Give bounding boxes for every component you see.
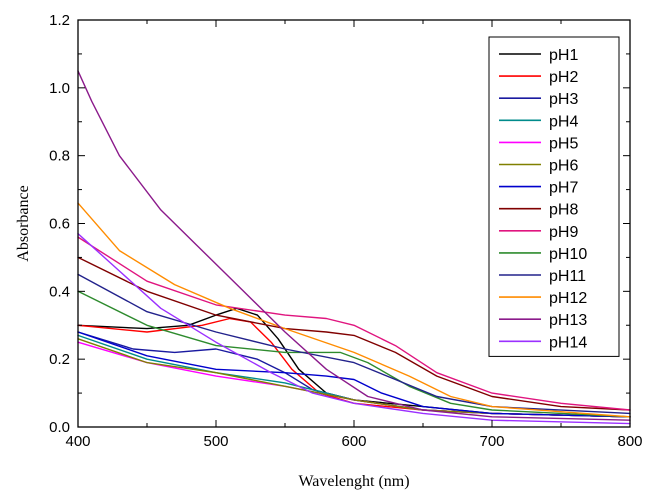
legend-label-ph12: pH12 (549, 290, 587, 307)
y-tick-label: 1.0 (49, 80, 70, 97)
ticks-layer: 400 500 600 700 800 0.0 0.2 0.4 0.6 0.8 1.0 1.2 (49, 12, 642, 450)
series-line-ph14 (77, 233, 631, 425)
series-line-ph12 (77, 202, 631, 418)
legend-label-ph7: pH7 (549, 180, 578, 197)
legend-label-ph8: pH8 (549, 202, 578, 219)
series-line-ph13 (77, 70, 631, 421)
legend: pH1 pH2 pH3 pH4 pH5 pH6 pH7 pH8 pH9 pH10 pH11 pH12 p… (488, 36, 620, 357)
series-line-ph8 (77, 256, 631, 411)
y-tick-label: 0.2 (49, 351, 70, 368)
legend-label-ph1: pH1 (549, 47, 578, 64)
y-tick-label: 0.4 (49, 283, 70, 300)
series-line-ph9 (77, 236, 631, 411)
legend-frame (488, 36, 620, 357)
legend-label-ph6: pH6 (549, 158, 578, 175)
x-tick-label: 700 (479, 433, 504, 450)
legend-label-ph10: pH10 (549, 246, 587, 263)
x-axis-title: Wavelenght (nm) (298, 473, 409, 490)
legend-label-ph5: pH5 (549, 135, 578, 152)
series-layer (77, 70, 631, 425)
y-tick-label: 0.8 (49, 148, 70, 165)
legend-label-ph13: pH13 (549, 312, 587, 329)
y-axis-title: Absorbance (15, 185, 32, 261)
x-tick-label: 500 (203, 433, 228, 450)
x-tick-label: 800 (617, 433, 642, 450)
legend-label-ph11: pH11 (549, 268, 586, 285)
legend-label-ph4: pH4 (549, 113, 578, 130)
y-tick-label: 0.6 (49, 216, 70, 233)
y-tick-label: 1.2 (49, 12, 70, 29)
legend-label-ph9: pH9 (549, 224, 578, 241)
x-tick-label: 400 (65, 433, 90, 450)
series-line-ph10 (77, 290, 631, 418)
legend-label-ph14: pH14 (549, 334, 587, 351)
x-tick-label: 600 (341, 433, 366, 450)
y-tick-label: 0.0 (49, 419, 70, 436)
legend-label-ph3: pH3 (549, 91, 578, 108)
series-line-ph11 (77, 273, 631, 415)
legend-label-ph2: pH2 (549, 69, 578, 86)
